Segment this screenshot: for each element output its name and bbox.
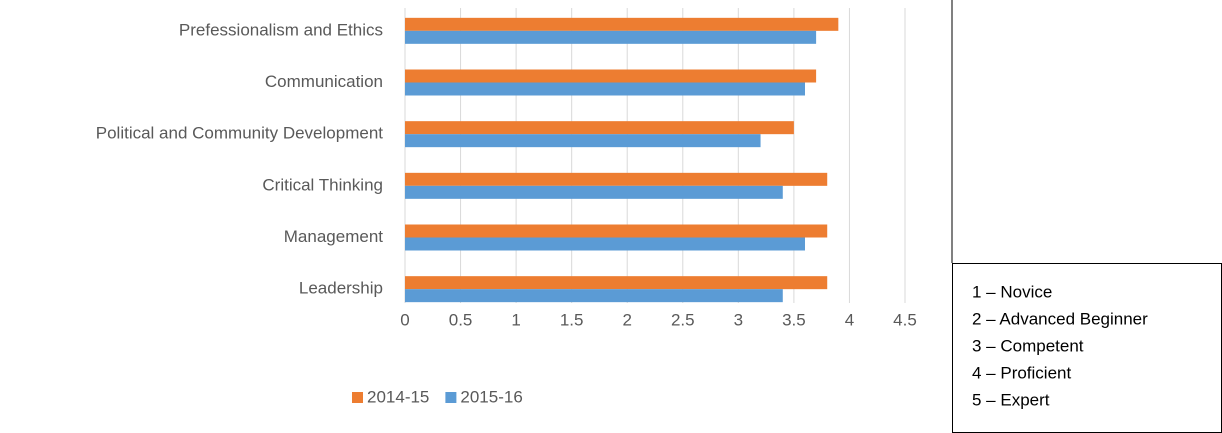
bar [405,237,805,251]
y-tick-label: Communication [265,72,383,91]
legend-label: 2014-15 [367,387,429,406]
bar [405,224,828,238]
x-tick-label: 2 [622,310,631,329]
bar [405,276,828,290]
y-tick-label: Management [284,227,384,246]
x-tick-label: 4 [845,310,854,329]
y-tick-label: Political and Community Development [96,124,384,143]
bar [405,17,839,31]
x-tick-label: 1 [511,310,520,329]
bar [405,185,783,199]
x-tick-label: 0.5 [449,310,473,329]
key-item: 4 – Proficient [972,363,1071,382]
x-tick-label: 0 [400,310,409,329]
key: 1 – Novice 2 – Advanced Beginner 3 – Compe… [972,282,1148,409]
bar [405,30,817,44]
bar [405,121,794,135]
y-tick-label: Prefessionalism and Ethics [179,20,383,39]
y-tick-label: Critical Thinking [262,175,383,194]
key-item: 2 – Advanced Beginner [972,309,1148,328]
key-item: 1 – Novice [972,282,1052,301]
legend-swatch [352,392,363,403]
bar [405,172,828,186]
x-tick-label: 3 [734,310,743,329]
x-tick-label: 1.5 [560,310,584,329]
key-item: 5 – Expert [972,390,1050,409]
legend-swatch [445,392,457,403]
x-tick-label: 3.5 [782,310,806,329]
bar [405,69,817,83]
legend-label: 2015-16 [460,387,522,406]
bar [405,289,783,303]
bar [405,134,761,148]
key-item: 3 – Competent [972,336,1084,355]
y-tick-label: Leadership [299,279,383,298]
x-tick-label: 4.5 [893,310,917,329]
x-tick-label: 2.5 [671,310,695,329]
bar [405,82,805,96]
